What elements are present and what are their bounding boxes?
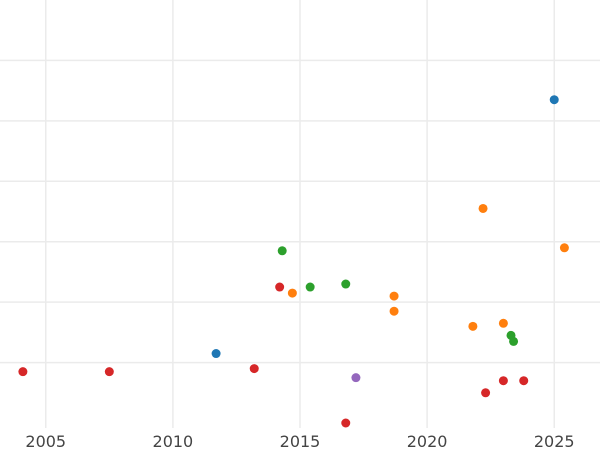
data-point: [509, 336, 519, 346]
data-point: [305, 282, 315, 292]
data-point: [275, 282, 285, 292]
data-point: [341, 418, 351, 428]
data-point: [478, 203, 488, 213]
data-point: [559, 243, 569, 253]
data-points: [18, 95, 569, 428]
data-point: [389, 306, 399, 316]
data-point: [287, 288, 297, 298]
data-point: [18, 367, 28, 377]
data-point: [341, 279, 351, 289]
data-point: [104, 367, 114, 377]
x-tick-label: 2025: [534, 432, 575, 450]
data-point: [389, 291, 399, 301]
data-point: [211, 349, 221, 359]
data-point: [277, 246, 287, 256]
data-point: [249, 364, 259, 374]
data-point: [468, 321, 478, 331]
x-tick-label: 2005: [25, 432, 66, 450]
x-tick-label: 2020: [407, 432, 448, 450]
x-axis-tick-labels: 2005 2010 2015 2020 2025: [25, 432, 574, 450]
data-point: [549, 95, 559, 105]
grid: [0, 0, 600, 428]
data-point: [498, 376, 508, 386]
data-point: [481, 388, 491, 398]
x-tick-label: 2015: [280, 432, 321, 450]
data-point: [351, 373, 361, 383]
data-point: [519, 376, 529, 386]
data-point: [498, 318, 508, 328]
x-tick-label: 2010: [153, 432, 194, 450]
